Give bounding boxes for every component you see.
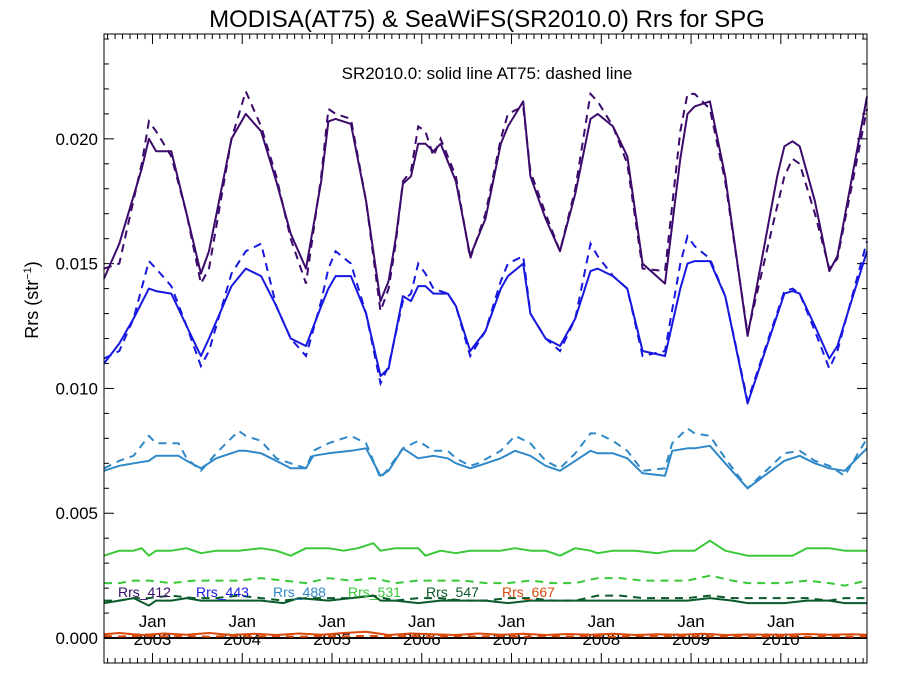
- x-tick-label-month: Jan: [588, 612, 615, 631]
- x-tick-label-year: 2007: [493, 630, 531, 649]
- legend-entry: Rrs_531: [348, 584, 401, 600]
- x-tick-label-month: Jan: [677, 612, 704, 631]
- x-tick-label-month: Jan: [139, 612, 166, 631]
- series-line-solid-rrs-488: [103, 444, 868, 490]
- x-tick-label-year: 2004: [223, 630, 261, 649]
- legend-entry: Rrs_667: [502, 584, 555, 600]
- y-axis-label: Rrs (str−1): [22, 261, 42, 339]
- legend-entry: Rrs_547: [426, 584, 479, 600]
- x-tick-label-month: Jan: [498, 612, 525, 631]
- plot-frame: [103, 33, 868, 664]
- x-tick-label-year: 2010: [762, 630, 800, 649]
- x-tick-label-year: 2009: [672, 630, 710, 649]
- series-line-dashed-rrs-667: [103, 634, 868, 638]
- x-tick-label-month: Jan: [767, 612, 794, 631]
- legend-entry: Rrs_443: [196, 584, 249, 600]
- y-axis-label-main: Rrs (str: [22, 280, 42, 339]
- series-line-dashed-rrs-531: [104, 574, 868, 587]
- y-axis-label-close: ): [22, 261, 42, 267]
- series-line-dashed-rrs-488: [103, 427, 868, 490]
- plot-area: 0.0000.0050.0100.0150.020Jan2003Jan2004J…: [55, 34, 868, 664]
- series-line-dashed-rrs-547: [104, 594, 867, 602]
- y-tick-label: 0.000: [55, 629, 98, 648]
- x-tick-label-month: Jan: [408, 612, 435, 631]
- chart-annotation: SR2010.0: solid line AT75: dashed line: [342, 64, 633, 83]
- x-tick-label-year: 2008: [582, 630, 620, 649]
- y-tick-label: 0.015: [55, 255, 98, 274]
- chart-title: MODISA(AT75) & SeaWiFS(SR2010.0) Rrs for…: [209, 6, 765, 33]
- y-tick-label: 0.005: [55, 504, 98, 523]
- y-axis-label-sup: −1: [22, 267, 34, 280]
- series-line-solid-rrs-531: [103, 539, 867, 557]
- y-tick-label: 0.010: [55, 379, 98, 398]
- x-tick-label-month: Jan: [229, 612, 256, 631]
- legend-entry: Rrs_488: [273, 584, 326, 600]
- series-line-dashed-rrs-443: [103, 233, 868, 405]
- legend-entry: Rrs_412: [118, 584, 171, 600]
- series-line-solid-rrs-667: [103, 630, 868, 636]
- series-line-solid-rrs-547: [103, 594, 867, 607]
- series-line-dashed-rrs-412: [103, 88, 868, 334]
- x-tick-label-month: Jan: [318, 612, 345, 631]
- y-tick-label: 0.020: [55, 130, 98, 149]
- series-line-solid-rrs-443: [103, 250, 868, 405]
